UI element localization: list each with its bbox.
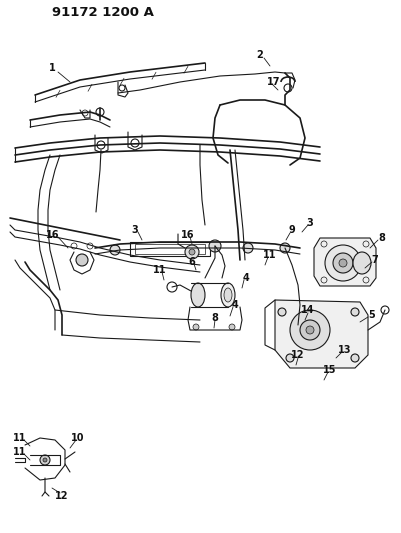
Text: 8: 8 xyxy=(379,233,385,243)
Text: 91172 1200 A: 91172 1200 A xyxy=(52,5,154,19)
Circle shape xyxy=(286,354,294,362)
Text: 4: 4 xyxy=(232,300,238,310)
Text: 6: 6 xyxy=(188,257,195,267)
Text: 14: 14 xyxy=(301,305,315,315)
Text: 3: 3 xyxy=(307,218,313,228)
Circle shape xyxy=(193,324,199,330)
Circle shape xyxy=(229,324,235,330)
Text: 16: 16 xyxy=(181,230,195,240)
Text: 16: 16 xyxy=(46,230,60,240)
Text: 9: 9 xyxy=(289,225,296,235)
Circle shape xyxy=(76,254,88,266)
Ellipse shape xyxy=(191,283,205,307)
Circle shape xyxy=(189,249,195,255)
Circle shape xyxy=(280,243,290,253)
Text: 10: 10 xyxy=(71,433,85,443)
Circle shape xyxy=(278,308,286,316)
Circle shape xyxy=(339,259,347,267)
Text: 11: 11 xyxy=(13,447,27,457)
Circle shape xyxy=(40,455,50,465)
Text: 12: 12 xyxy=(55,491,69,501)
Circle shape xyxy=(131,139,139,147)
Text: 12: 12 xyxy=(291,350,305,360)
Ellipse shape xyxy=(224,288,232,302)
Polygon shape xyxy=(275,300,368,368)
Circle shape xyxy=(119,85,125,91)
Circle shape xyxy=(300,320,320,340)
Text: 2: 2 xyxy=(257,50,263,60)
Circle shape xyxy=(209,240,221,252)
Text: 17: 17 xyxy=(267,77,281,87)
Circle shape xyxy=(325,245,361,281)
Text: 4: 4 xyxy=(243,273,249,283)
Circle shape xyxy=(351,308,359,316)
Text: 13: 13 xyxy=(338,345,352,355)
Text: 7: 7 xyxy=(372,255,379,265)
Bar xyxy=(130,242,210,256)
Circle shape xyxy=(351,354,359,362)
Circle shape xyxy=(43,458,47,462)
Circle shape xyxy=(290,310,330,350)
Polygon shape xyxy=(314,238,376,286)
Ellipse shape xyxy=(221,283,235,307)
Text: 11: 11 xyxy=(13,433,27,443)
Bar xyxy=(135,244,205,254)
Text: 5: 5 xyxy=(369,310,375,320)
Circle shape xyxy=(333,253,353,273)
Text: 1: 1 xyxy=(49,63,55,73)
Text: 3: 3 xyxy=(132,225,138,235)
Circle shape xyxy=(243,243,253,253)
Circle shape xyxy=(96,108,104,116)
Circle shape xyxy=(97,141,105,149)
Text: 11: 11 xyxy=(153,265,167,275)
Circle shape xyxy=(167,282,177,292)
Circle shape xyxy=(110,245,120,255)
Circle shape xyxy=(284,84,292,92)
Circle shape xyxy=(306,326,314,334)
Ellipse shape xyxy=(353,252,371,274)
Text: 11: 11 xyxy=(263,250,277,260)
Text: 8: 8 xyxy=(212,313,219,323)
Circle shape xyxy=(185,245,199,259)
Text: 15: 15 xyxy=(323,365,337,375)
Circle shape xyxy=(381,306,389,314)
